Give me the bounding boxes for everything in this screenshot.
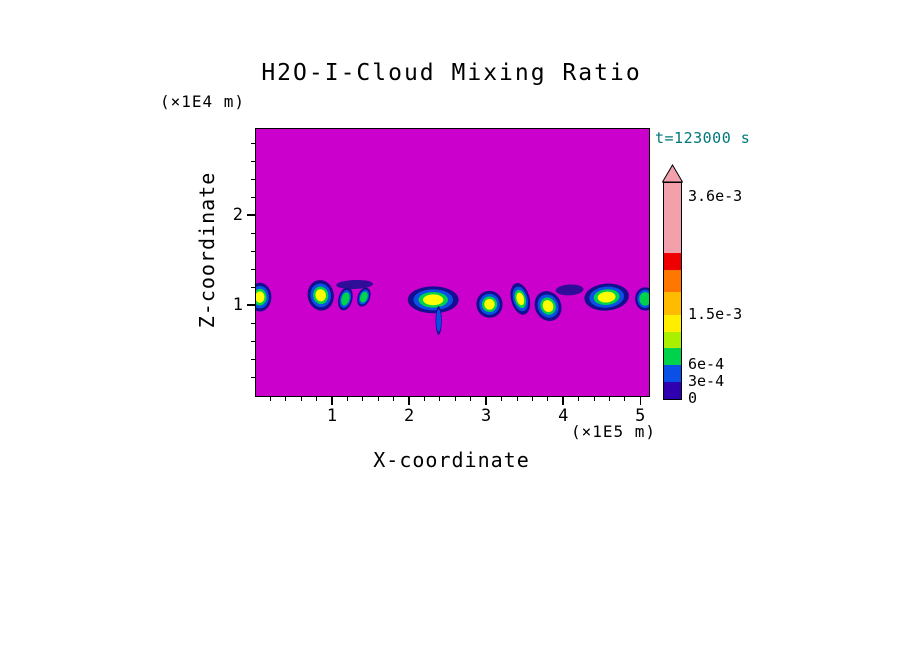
y-minor-tick-mark	[251, 142, 255, 144]
colorbar-label: 0	[688, 389, 698, 407]
cloud-blob	[639, 292, 649, 306]
y-minor-tick-mark	[251, 340, 255, 342]
x-tick-mark	[485, 397, 487, 405]
chart-title: H2O-I-Cloud Mixing Ratio	[261, 60, 642, 86]
cloud-blob	[516, 292, 525, 306]
cloud-blob	[341, 292, 350, 306]
x-minor-tick-mark	[300, 397, 302, 401]
colorbar-label: 1.5e-3	[688, 304, 743, 323]
colorbar-segment	[664, 292, 681, 315]
x-minor-tick-mark	[454, 397, 456, 401]
colorbar-label: 3e-4	[688, 372, 725, 391]
colorbar-segment	[664, 314, 681, 332]
x-minor-tick-mark	[346, 397, 348, 401]
colorbar-overflow-arrow	[662, 164, 683, 183]
y-minor-tick-mark	[251, 286, 255, 288]
cloud-blob	[597, 291, 616, 303]
x-minor-tick-mark	[593, 397, 595, 401]
cloud-blob	[315, 289, 326, 302]
x-minor-tick-mark	[377, 397, 379, 401]
x-minor-tick-mark	[362, 397, 364, 401]
colorbar-label: 6e-4	[688, 355, 725, 374]
x-minor-tick-mark	[269, 397, 271, 401]
colorbar-label: 3.6e-3	[688, 186, 743, 205]
x-axis-title: X-coordinate	[373, 448, 530, 472]
y-axis-unit-label: (×1E4 m)	[160, 92, 246, 111]
time-annotation: t=123000 s	[655, 129, 751, 147]
cloud-blob	[423, 294, 444, 306]
plot-area	[255, 128, 650, 397]
colorbar-segment	[664, 348, 681, 366]
colorbar-segment	[664, 252, 681, 270]
x-minor-tick-mark	[316, 397, 318, 401]
cloud-blob	[555, 284, 584, 296]
colorbar-segment	[664, 269, 681, 293]
y-minor-tick-mark	[251, 250, 255, 252]
colorbar	[663, 182, 682, 400]
y-minor-tick-mark	[251, 268, 255, 270]
x-axis-unit-label: (×1E5 m)	[570, 422, 656, 441]
x-tick-label: 5	[635, 406, 646, 426]
x-tick-mark	[408, 397, 410, 405]
y-minor-tick-mark	[251, 196, 255, 198]
cloud-blob	[436, 309, 442, 332]
x-minor-tick-mark	[285, 397, 287, 401]
colorbar-segment	[664, 365, 681, 383]
x-minor-tick-mark	[424, 397, 426, 401]
x-tick-label: 3	[481, 406, 492, 426]
y-minor-tick-mark	[251, 376, 255, 378]
x-tick-mark	[331, 397, 333, 405]
y-minor-tick-mark	[251, 358, 255, 360]
y-minor-tick-mark	[251, 178, 255, 180]
cloud-blob	[484, 298, 495, 310]
colorbar-segment	[664, 331, 681, 349]
x-tick-mark	[639, 397, 642, 405]
y-minor-tick-mark	[251, 322, 255, 324]
x-minor-tick-mark	[578, 397, 580, 401]
y-tick-label: 2	[232, 205, 243, 226]
x-minor-tick-mark	[439, 397, 441, 401]
cloud-blob	[336, 279, 374, 290]
cloud-blob	[542, 300, 554, 313]
y-tick-mark	[247, 214, 255, 216]
x-minor-tick-mark	[393, 397, 395, 401]
x-minor-tick-mark	[470, 397, 472, 401]
y-minor-tick-mark	[251, 160, 255, 162]
y-tick-label: 1	[232, 295, 243, 316]
x-tick-label: 1	[326, 406, 338, 426]
x-tick-label: 4	[558, 406, 569, 426]
colorbar-segment	[664, 382, 681, 399]
y-tick-mark	[247, 304, 255, 306]
x-tick-mark	[562, 397, 564, 405]
heatmap-canvas	[256, 279, 649, 335]
cloud-blob	[359, 291, 368, 303]
cloud-blob	[256, 291, 265, 303]
x-minor-tick-mark	[624, 397, 626, 401]
y-minor-tick-mark	[251, 232, 255, 234]
x-minor-tick-mark	[547, 397, 549, 401]
x-minor-tick-mark	[501, 397, 503, 401]
x-minor-tick-mark	[531, 397, 533, 401]
x-tick-label: 2	[403, 406, 415, 426]
x-minor-tick-mark	[516, 397, 518, 401]
colorbar-segment	[664, 183, 681, 253]
x-minor-tick-mark	[608, 397, 610, 401]
